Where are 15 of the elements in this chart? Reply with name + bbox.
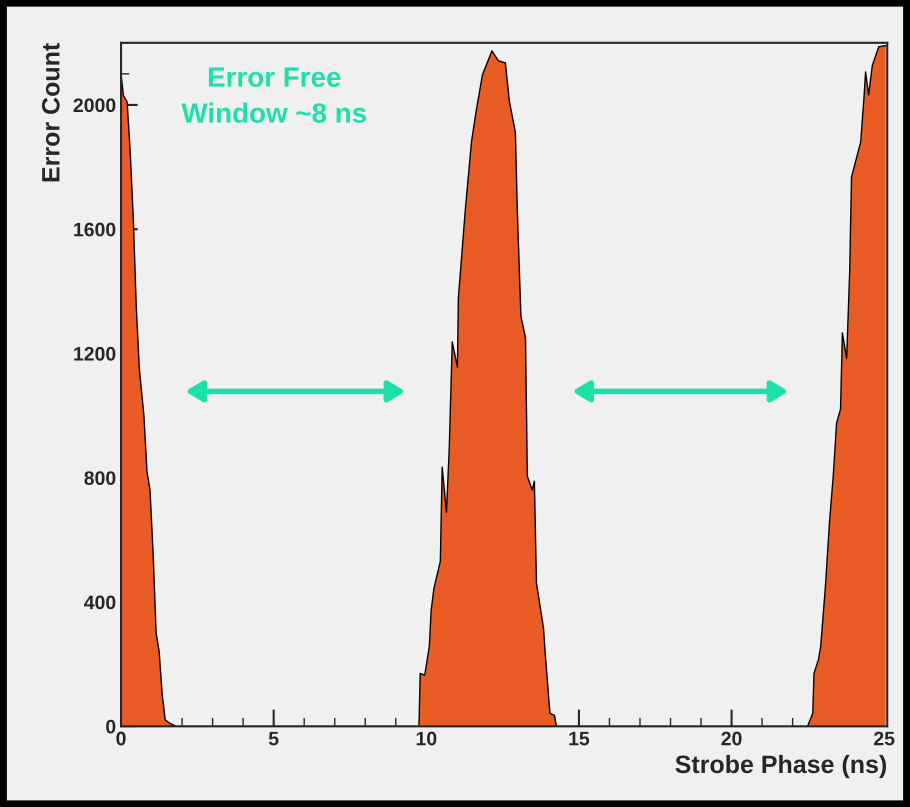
y-tick-label: 400 [84, 595, 116, 610]
x-tick-label: 10 [416, 732, 436, 746]
x-tick-label: 15 [569, 732, 590, 746]
x-tick-label: 0 [116, 732, 126, 746]
annotation: Error Free Window ~8 ns [181, 68, 366, 123]
y-axis-title: Error Count [42, 43, 60, 182]
x-tick-label: 25 [874, 732, 894, 746]
x-tick-label: 5 [268, 732, 279, 746]
y-tick-label: 1600 [74, 222, 116, 236]
x-axis-title: Strobe Phase (ns) [675, 754, 886, 778]
y-tick-label: 1200 [74, 346, 116, 361]
y-tick-label: 800 [84, 471, 116, 485]
y-tick-label: 2000 [74, 98, 116, 112]
x-tick-label: 20 [721, 732, 742, 746]
y-tick-label: 0 [106, 720, 116, 734]
